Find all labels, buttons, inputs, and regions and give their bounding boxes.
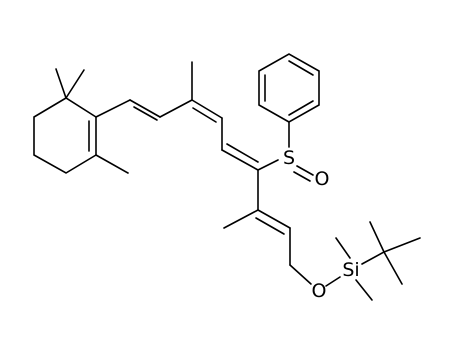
bond xyxy=(293,171,311,182)
atom-label: O xyxy=(312,280,327,302)
bond xyxy=(192,107,217,123)
bonds xyxy=(33,53,421,301)
bond xyxy=(95,99,131,118)
bond xyxy=(95,154,129,174)
bond xyxy=(335,237,351,259)
bond xyxy=(361,251,385,265)
bond xyxy=(255,217,285,235)
bond xyxy=(159,99,193,118)
bond xyxy=(369,221,385,253)
bond xyxy=(355,279,373,301)
bond xyxy=(226,143,259,163)
bond xyxy=(288,100,314,116)
atom-label: S xyxy=(283,147,295,169)
bond xyxy=(191,99,223,119)
atom-label: O xyxy=(315,168,330,190)
bond xyxy=(221,149,259,171)
atom-label: Si xyxy=(342,259,359,281)
bond xyxy=(129,99,161,118)
bond xyxy=(383,237,421,253)
bond xyxy=(296,165,314,176)
phenyl-ring xyxy=(258,53,320,123)
bond xyxy=(288,60,314,76)
atom-labels: S O O Si xyxy=(283,147,360,302)
bond xyxy=(65,69,85,99)
ring-bonds xyxy=(33,97,97,174)
bond xyxy=(257,209,291,229)
bond xyxy=(289,264,312,285)
bond xyxy=(383,251,403,285)
bond xyxy=(257,159,279,171)
bond xyxy=(223,209,259,229)
bond xyxy=(55,68,67,99)
bond xyxy=(325,276,341,287)
bond xyxy=(133,106,158,121)
